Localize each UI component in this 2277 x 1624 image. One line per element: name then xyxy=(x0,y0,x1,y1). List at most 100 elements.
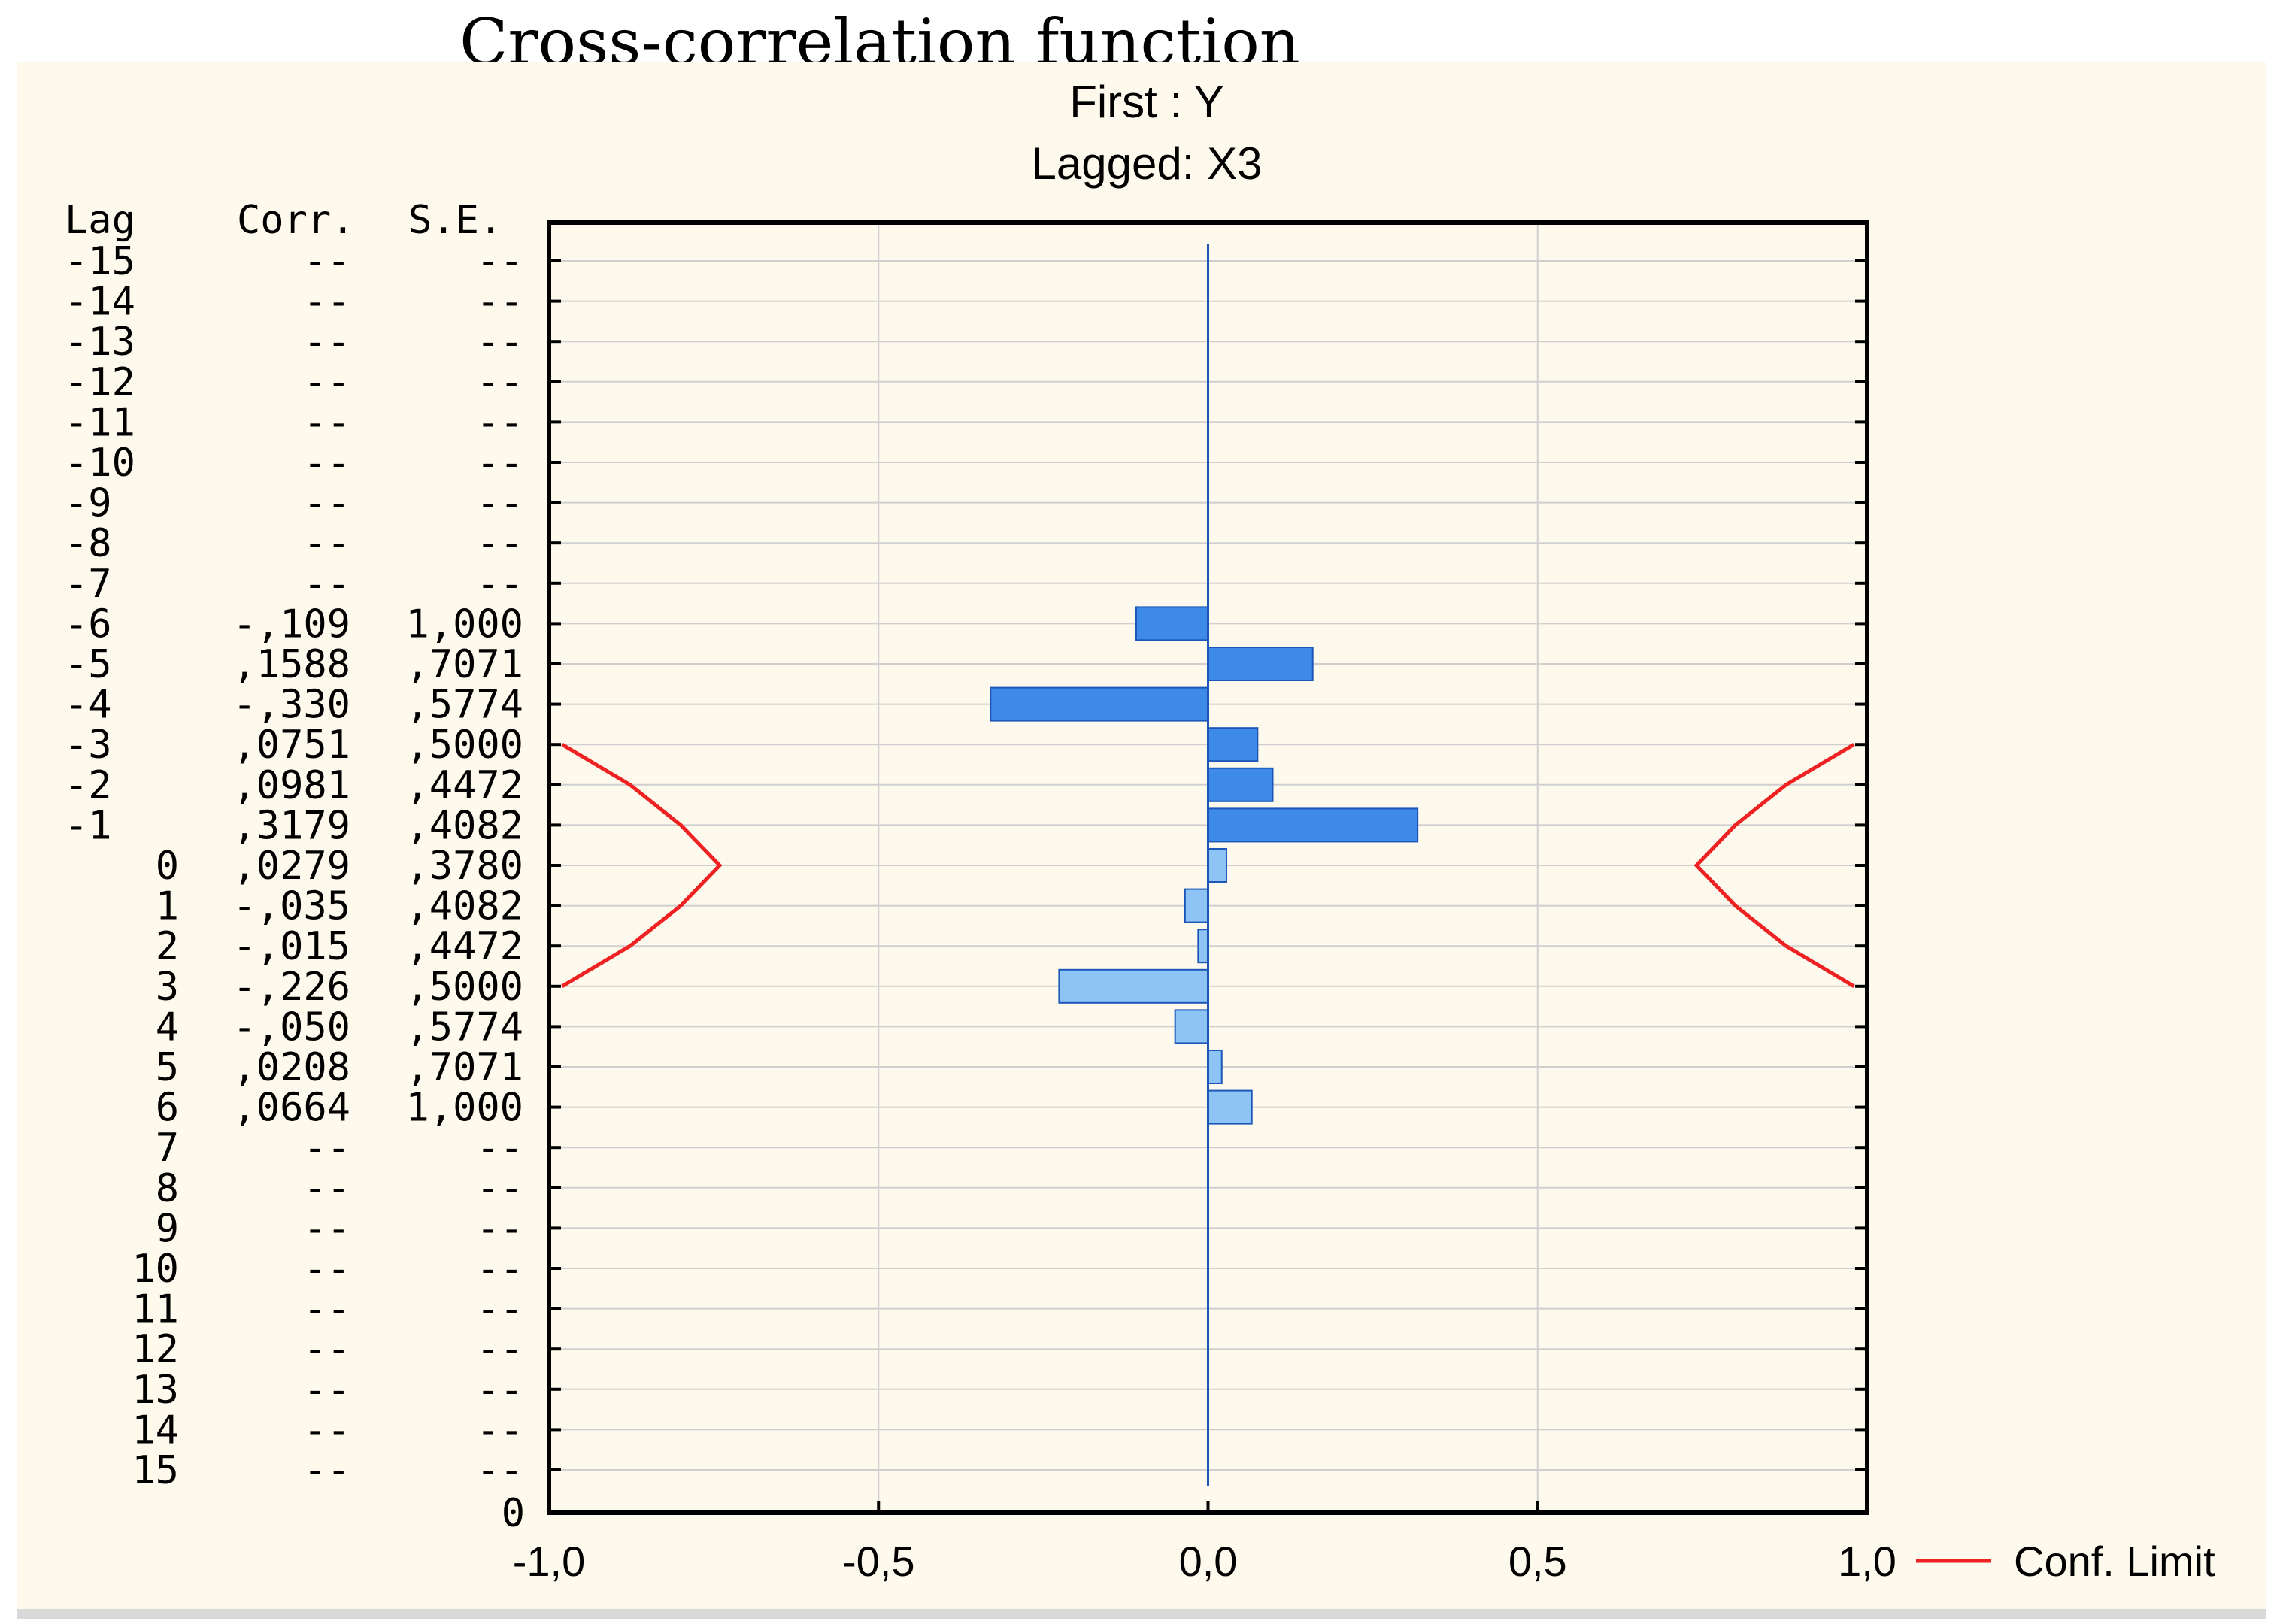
row-lag-label: 2 xyxy=(156,924,179,969)
row-se-value: -- xyxy=(476,1166,523,1211)
row-se-value: -- xyxy=(476,360,523,405)
row-lag-label: 5 xyxy=(156,1045,179,1090)
row-lag-label: 14 xyxy=(132,1407,179,1453)
subtitle-first: First : Y xyxy=(1069,77,1224,127)
row-se-value: -- xyxy=(476,1368,523,1413)
row-se-value: ,4082 xyxy=(405,884,523,929)
row-lag-label: -14 xyxy=(65,280,135,325)
row-corr-value: -- xyxy=(303,1448,350,1493)
subtitle-lagged: Lagged: X3 xyxy=(1032,138,1263,189)
row-corr-value: -- xyxy=(303,1327,350,1372)
row-lag-label: 11 xyxy=(132,1287,179,1332)
bar-lag-0 xyxy=(1207,848,1227,883)
row-lag-label: -11 xyxy=(65,400,135,445)
row-se-value: ,5000 xyxy=(405,965,523,1010)
row-corr-value: -- xyxy=(303,481,350,526)
row-se-value: -- xyxy=(476,441,523,486)
row-corr-value: -- xyxy=(303,360,350,405)
row-lag-label: -8 xyxy=(65,521,112,566)
row-se-value: ,7071 xyxy=(405,642,523,687)
row-corr-value: -- xyxy=(303,562,350,607)
row-corr-value: -- xyxy=(303,400,350,445)
row-corr-value: ,3179 xyxy=(232,803,350,848)
row-lag-label: -10 xyxy=(65,441,135,486)
bottom-scroll-strip xyxy=(17,1609,2266,1619)
row-se-value: -- xyxy=(476,1247,523,1292)
conf-limit-left xyxy=(561,743,723,988)
bar-lag-5 xyxy=(1207,1050,1223,1084)
header-corr: Corr. xyxy=(237,198,355,243)
row-corr-value: -- xyxy=(303,239,350,284)
row-se-value: -- xyxy=(476,239,523,284)
row-se-value: -- xyxy=(476,562,523,607)
row-corr-value: -- xyxy=(303,521,350,566)
header-se: S.E. xyxy=(408,198,502,243)
row-corr-value: -,015 xyxy=(232,924,350,969)
row-corr-value: -- xyxy=(303,1166,350,1211)
bar-lag-3 xyxy=(1058,968,1209,1004)
row-corr-value: ,0279 xyxy=(232,844,350,889)
bar-lag-4 xyxy=(1174,1009,1209,1044)
row-lag-label: 0 xyxy=(156,844,179,889)
bar-lag-1 xyxy=(1184,888,1209,923)
zero-row-label: 0 xyxy=(502,1491,525,1536)
row-se-value: ,3780 xyxy=(405,844,523,889)
row-corr-value: ,1588 xyxy=(232,642,350,687)
row-corr-value: -- xyxy=(303,1126,350,1171)
bar-lag-6 xyxy=(1207,1089,1253,1125)
row-se-value: -- xyxy=(476,400,523,445)
row-se-value: ,4082 xyxy=(405,803,523,848)
row-corr-value: -- xyxy=(303,1206,350,1251)
row-corr-value: -,050 xyxy=(232,1004,350,1050)
row-corr-value: -- xyxy=(303,1368,350,1413)
row-se-value: ,7071 xyxy=(405,1045,523,1090)
bar-lag--3 xyxy=(1207,727,1259,762)
x-tick-label: 0,0 xyxy=(1179,1538,1238,1585)
row-lag-label: 3 xyxy=(156,965,179,1010)
conf-limit-right xyxy=(1693,743,1855,988)
row-se-value: 1,000 xyxy=(405,601,523,647)
row-lag-label: 4 xyxy=(156,1004,179,1050)
legend-label: Conf. Limit xyxy=(2014,1538,2215,1585)
row-lag-label: -6 xyxy=(65,601,112,647)
row-se-value: -- xyxy=(476,1407,523,1453)
row-corr-value: -,226 xyxy=(232,965,350,1010)
bar-lag--4 xyxy=(990,686,1209,722)
row-lag-label: -2 xyxy=(65,763,112,808)
bar-lag--2 xyxy=(1207,767,1274,802)
row-lag-label: 7 xyxy=(156,1126,179,1171)
x-tick-label: 1,0 xyxy=(1838,1538,1896,1585)
bar-lag-2 xyxy=(1197,929,1209,964)
row-se-value: -- xyxy=(476,521,523,566)
row-se-value: -- xyxy=(476,1126,523,1171)
row-corr-value: -- xyxy=(303,1287,350,1332)
row-se-value: -- xyxy=(476,1327,523,1372)
row-lag-label: -12 xyxy=(65,360,135,405)
row-lag-label: -4 xyxy=(65,683,112,728)
row-corr-value: ,0664 xyxy=(232,1086,350,1131)
row-corr-value: -,035 xyxy=(232,884,350,929)
row-lag-label: -5 xyxy=(65,642,112,687)
row-se-value: -- xyxy=(476,320,523,365)
row-corr-value: -- xyxy=(303,441,350,486)
row-se-value: 1,000 xyxy=(405,1086,523,1131)
x-tick-label: -1,0 xyxy=(513,1538,586,1585)
row-lag-label: 13 xyxy=(132,1368,179,1413)
row-corr-value: ,0751 xyxy=(232,723,350,768)
row-corr-value: -- xyxy=(303,280,350,325)
row-lag-label: -9 xyxy=(65,481,112,526)
row-lag-label: -7 xyxy=(65,562,112,607)
row-lag-label: 6 xyxy=(156,1086,179,1131)
row-lag-label: -13 xyxy=(65,320,135,365)
bar-lag--6 xyxy=(1135,606,1209,641)
row-lag-label: -1 xyxy=(65,803,112,848)
row-lag-label: 15 xyxy=(132,1448,179,1493)
row-se-value: -- xyxy=(476,1448,523,1493)
bar-lag--1 xyxy=(1207,807,1419,843)
row-corr-value: ,0208 xyxy=(232,1045,350,1090)
row-lag-label: 1 xyxy=(156,884,179,929)
row-lag-label: 12 xyxy=(132,1327,179,1372)
row-se-value: ,5774 xyxy=(405,1004,523,1050)
header-lag: Lag xyxy=(65,198,135,243)
row-corr-value: -,330 xyxy=(232,683,350,728)
